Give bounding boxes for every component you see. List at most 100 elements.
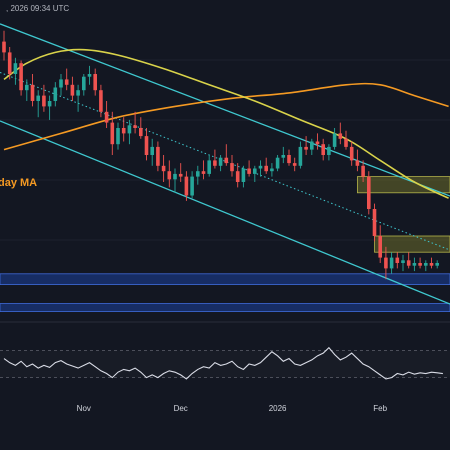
candle-body: [367, 176, 371, 209]
candle-71: [406, 252, 411, 269]
candle-body: [241, 168, 246, 182]
candle-body: [213, 160, 217, 166]
candle-body: [424, 263, 428, 266]
candle-63: [361, 160, 365, 182]
candle-body: [76, 90, 80, 96]
candle-29: [167, 160, 172, 188]
candle-body: [429, 263, 434, 266]
candle-64: [367, 171, 371, 215]
candle-body: [127, 125, 132, 134]
candle-body: [70, 84, 75, 96]
candle-body: [196, 171, 200, 177]
channel-mid-line: [0, 71, 450, 251]
candle-body: [19, 63, 23, 91]
candle-body: [349, 146, 354, 161]
candle-20: [116, 122, 120, 150]
candle-36: [207, 155, 211, 177]
candle-body: [344, 138, 348, 147]
candle-75: [429, 257, 434, 269]
candle-30: [173, 168, 177, 193]
channel-upper-line: [0, 23, 450, 197]
candle-body: [207, 160, 211, 174]
candle-17: [99, 84, 103, 118]
candle-27: [156, 141, 160, 172]
x-tick-label: 2026: [269, 404, 287, 413]
candle-44: [253, 165, 257, 182]
candle-body: [42, 95, 46, 107]
candle-body: [361, 165, 365, 177]
candle-23: [133, 111, 137, 134]
candle-70: [401, 254, 405, 272]
channel-lower-line: [0, 120, 450, 305]
candle-1: [7, 47, 12, 80]
candle-body: [270, 168, 274, 172]
candle-body: [378, 236, 382, 258]
candle-47: [270, 163, 274, 177]
candle-48: [275, 155, 280, 172]
candle-body: [161, 165, 166, 172]
candle-12: [70, 76, 75, 101]
candle-body: [395, 257, 400, 263]
candle-9: [53, 82, 58, 107]
candle-45: [258, 160, 263, 177]
candle-body: [310, 141, 314, 150]
candle-19: [110, 111, 115, 155]
candle-body: [104, 111, 109, 123]
candle-50: [287, 149, 291, 166]
candle-6: [36, 90, 40, 118]
candle-body: [321, 144, 325, 155]
candle-body: [389, 257, 394, 269]
candle-body: [372, 209, 377, 236]
zone-yellow-1: [374, 235, 450, 253]
candle-body: [121, 128, 126, 134]
candle-body: [406, 260, 411, 266]
candle-body: [401, 260, 405, 263]
candle-10: [59, 74, 63, 96]
candle-body: [281, 155, 286, 158]
candle-15: [87, 65, 92, 85]
candle-65: [372, 203, 377, 242]
candle-body: [173, 173, 177, 180]
candle-body: [275, 157, 280, 169]
candle-body: [412, 263, 417, 266]
candle-body: [82, 76, 86, 91]
candle-33: [190, 171, 194, 199]
candle-54: [310, 138, 314, 155]
candle-67: [384, 246, 388, 280]
candle-62: [355, 149, 360, 172]
candle-body: [47, 101, 52, 107]
candle-60: [344, 130, 348, 150]
candle-13: [76, 84, 80, 112]
candle-32: [184, 171, 189, 201]
candle-51: [292, 157, 297, 172]
candle-body: [315, 141, 320, 145]
candle-53: [304, 136, 308, 155]
zone-blue-3: [0, 303, 450, 313]
candle-body: [338, 133, 343, 139]
candle-body: [150, 146, 154, 155]
candle-61: [349, 141, 354, 166]
candle-body: [133, 125, 137, 128]
candle-body: [99, 90, 103, 112]
candlestick-series: [2, 30, 439, 280]
candle-52: [298, 141, 303, 169]
candle-28: [161, 155, 166, 182]
candle-66: [378, 225, 382, 263]
candle-body: [144, 136, 149, 155]
candle-72: [412, 257, 417, 272]
x-tick-label: Nov: [77, 404, 91, 413]
candle-body: [167, 171, 172, 180]
candle-body: [355, 160, 360, 166]
candle-7: [42, 84, 46, 112]
descending-channel: [0, 23, 450, 305]
candle-body: [156, 146, 160, 166]
candle-5: [30, 74, 35, 107]
candle-body: [93, 74, 97, 91]
ma-orange-line: [3, 82, 449, 151]
candle-body: [190, 176, 194, 196]
candle-body: [64, 79, 69, 85]
ma-yellow-line: [3, 48, 449, 199]
